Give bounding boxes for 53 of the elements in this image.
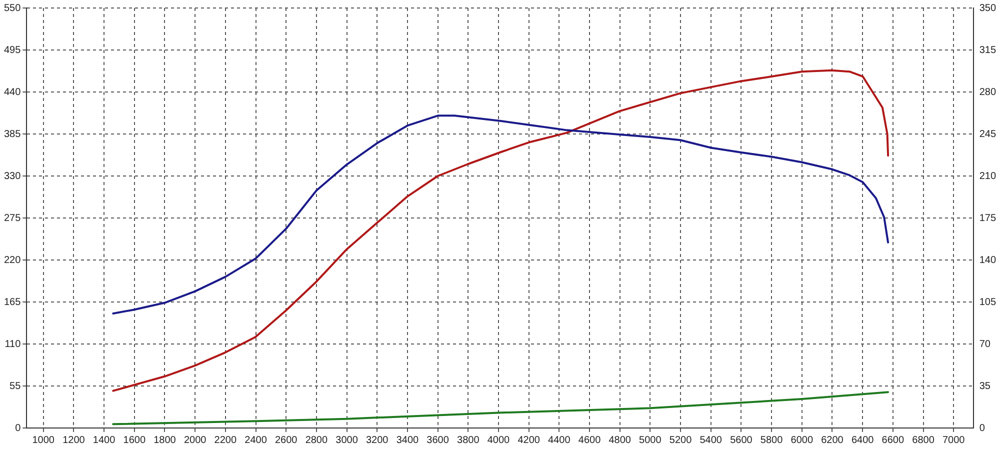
x-tick-label: 2400 (244, 434, 268, 446)
x-tick-label: 5400 (700, 434, 722, 446)
x-tick-label: 5200 (669, 434, 692, 446)
y-tick-label: 0 (15, 422, 22, 434)
y-tick-label: 330 (4, 170, 22, 182)
y-tick-label: 165 (4, 296, 22, 308)
y-tick-label: 275 (4, 212, 22, 224)
x-tick-label: 2000 (184, 434, 207, 446)
x-tick-label: 4600 (578, 434, 602, 446)
x-tick-label: 3800 (457, 434, 480, 446)
y2-tick-label: 105 (979, 296, 996, 308)
x-tick-label: 6200 (821, 434, 844, 446)
y2-tick-label: 0 (979, 422, 986, 434)
y-tick-label: 385 (4, 128, 22, 140)
x-tick-label: 1200 (62, 434, 86, 446)
x-tick-label: 5600 (730, 434, 753, 446)
x-tick-label: 6800 (912, 434, 935, 446)
x-tick-label: 4800 (608, 434, 632, 446)
y2-tick-label: 350 (979, 2, 996, 14)
y-tick-label: 55 (10, 380, 22, 392)
x-tick-label: 3400 (396, 434, 420, 446)
y2-tick-label: 175 (979, 212, 996, 224)
y-tick-label: 220 (4, 254, 22, 266)
y2-tick-label: 280 (979, 86, 996, 98)
y2-tick-label: 210 (979, 170, 996, 182)
x-tick-label: 3600 (426, 434, 450, 446)
x-tick-label: 6400 (851, 434, 874, 446)
y-tick-label: 495 (4, 44, 22, 56)
y2-tick-label: 315 (979, 44, 996, 56)
x-tick-label: 1600 (123, 434, 146, 446)
y-tick-label: 110 (4, 338, 22, 350)
y2-tick-label: 70 (979, 338, 991, 350)
y-tick-label: 550 (4, 2, 22, 14)
x-tick-label: 3200 (366, 434, 389, 446)
x-tick-label: 1000 (32, 434, 55, 446)
x-tick-label: 5000 (639, 434, 662, 446)
y2-tick-label: 140 (979, 254, 996, 266)
x-tick-label: 1800 (154, 434, 176, 446)
y-tick-label: 440 (4, 86, 22, 98)
x-tick-label: 5800 (760, 434, 784, 446)
x-tick-label: 2200 (214, 434, 237, 446)
x-tick-label: 2600 (274, 434, 298, 446)
x-tick-label: 4400 (548, 434, 571, 446)
x-tick-label: 4000 (487, 434, 510, 446)
x-tick-label: 4200 (518, 434, 540, 446)
x-tick-label: 6000 (790, 434, 814, 446)
x-tick-label: 1400 (92, 434, 116, 446)
x-tick-label: 3000 (336, 434, 358, 446)
y2-tick-label: 245 (979, 128, 996, 140)
y2-tick-label: 35 (979, 380, 991, 392)
x-tick-label: 7000 (942, 434, 966, 446)
x-tick-label: 6600 (882, 434, 904, 446)
x-tick-label: 2800 (305, 434, 328, 446)
